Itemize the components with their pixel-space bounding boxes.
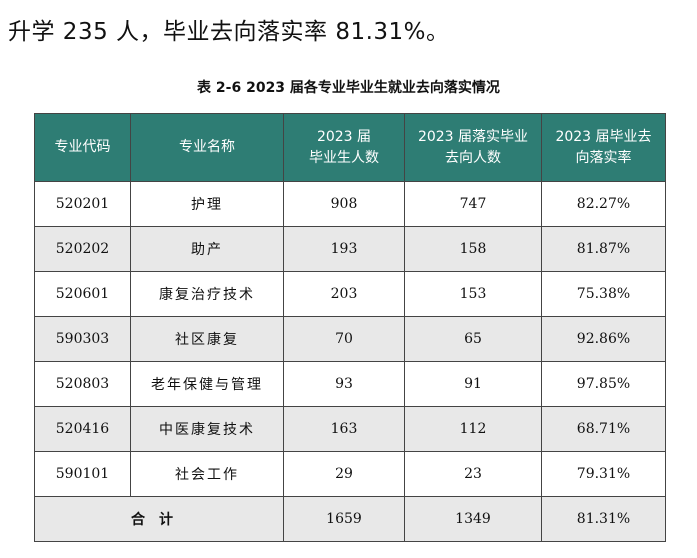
header-major-name: 专业名称 <box>130 113 284 182</box>
cell-name: 康复治疗技术 <box>130 271 284 317</box>
intro-text: 升学 235 人，毕业去向落实率 81.31%。 <box>8 19 450 45</box>
cell-rate: 68.71% <box>541 406 666 452</box>
cell-code: 590303 <box>34 316 131 362</box>
employment-table: 专业代码 专业名称 2023 届 毕业生人数 2023 届落实毕业 去向人数 2… <box>34 113 666 542</box>
cell-placed: 153 <box>404 271 542 317</box>
cell-code: 520803 <box>34 361 131 407</box>
header-placed: 2023 届落实毕业 去向人数 <box>404 113 542 182</box>
cell-name: 老年保健与管理 <box>130 361 284 407</box>
table-row: 590101 社会工作 29 23 79.31% <box>34 451 666 497</box>
table-row: 590303 社区康复 70 65 92.86% <box>34 316 666 362</box>
cell-code: 520202 <box>34 226 131 272</box>
cell-name: 护理 <box>130 181 284 227</box>
cell-placed: 23 <box>404 451 542 497</box>
cell-code: 590101 <box>34 451 131 497</box>
cell-placed: 91 <box>404 361 542 407</box>
cell-placed: 65 <box>404 316 542 362</box>
cell-graduates: 29 <box>283 451 405 497</box>
cell-placed: 747 <box>404 181 542 227</box>
cell-rate: 97.85% <box>541 361 666 407</box>
cell-placed: 158 <box>404 226 542 272</box>
cell-rate: 92.86% <box>541 316 666 362</box>
table-caption: 表 2-6 2023 届各专业毕业生就业去向落实情况 <box>197 80 500 96</box>
cell-code: 520201 <box>34 181 131 227</box>
cell-rate: 81.87% <box>541 226 666 272</box>
cell-graduates: 163 <box>283 406 405 452</box>
cell-code: 520416 <box>34 406 131 452</box>
cell-name: 中医康复技术 <box>130 406 284 452</box>
cell-graduates: 193 <box>283 226 405 272</box>
cell-graduates: 203 <box>283 271 405 317</box>
table-total-row: 合计 1659 1349 81.31% <box>34 496 666 542</box>
cell-graduates: 70 <box>283 316 405 362</box>
total-graduates: 1659 <box>283 496 405 542</box>
table-row: 520201 护理 908 747 82.27% <box>34 181 666 227</box>
table-header-row: 专业代码 专业名称 2023 届 毕业生人数 2023 届落实毕业 去向人数 2… <box>34 113 666 182</box>
cell-graduates: 93 <box>283 361 405 407</box>
cell-code: 520601 <box>34 271 131 317</box>
cell-name: 助产 <box>130 226 284 272</box>
cell-rate: 79.31% <box>541 451 666 497</box>
cell-name: 社区康复 <box>130 316 284 362</box>
cell-placed: 112 <box>404 406 542 452</box>
total-rate: 81.31% <box>541 496 666 542</box>
total-placed: 1349 <box>404 496 542 542</box>
table-row: 520601 康复治疗技术 203 153 75.38% <box>34 271 666 317</box>
cell-graduates: 908 <box>283 181 405 227</box>
table-row: 520803 老年保健与管理 93 91 97.85% <box>34 361 666 407</box>
total-label: 合计 <box>34 496 284 542</box>
cell-rate: 75.38% <box>541 271 666 317</box>
table-row: 520416 中医康复技术 163 112 68.71% <box>34 406 666 452</box>
header-major-code: 专业代码 <box>34 113 131 182</box>
header-rate: 2023 届毕业去 向落实率 <box>541 113 666 182</box>
cell-name: 社会工作 <box>130 451 284 497</box>
table-row: 520202 助产 193 158 81.87% <box>34 226 666 272</box>
cell-rate: 82.27% <box>541 181 666 227</box>
header-graduates: 2023 届 毕业生人数 <box>283 113 405 182</box>
